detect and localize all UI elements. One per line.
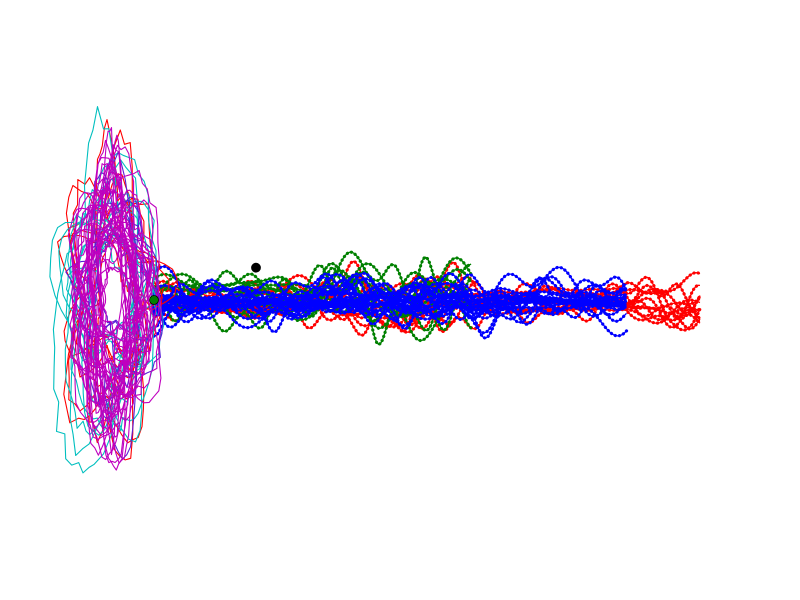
series-blob-magenta-loop: [71, 204, 138, 416]
series-blob-magenta-loop: [71, 169, 160, 440]
marker-layer: [149, 262, 261, 305]
series-wave-blue-trace: [153, 283, 627, 324]
series-blob-magenta-loop: [78, 205, 145, 423]
series-blob-magenta-loop: [74, 238, 160, 343]
series-wave-blue-trace: [153, 265, 627, 320]
start-marker: [149, 295, 159, 305]
series-blob-magenta-loop: [88, 201, 138, 368]
peak-marker: [251, 262, 261, 273]
series-wave-blue-trace: [153, 277, 627, 315]
series-blob-magenta-loop: [77, 199, 162, 428]
series-wave-blue: [152, 264, 629, 340]
series-wave-blue-trace: [153, 292, 627, 320]
series-wave-blue-trace: [153, 278, 627, 313]
series-blob-magenta-loop: [97, 232, 142, 334]
series-blob-magenta: [67, 127, 162, 471]
series-layer: [49, 106, 702, 474]
series-blob-magenta-loop: [83, 227, 153, 375]
series-blob-magenta-loop: [96, 134, 128, 431]
